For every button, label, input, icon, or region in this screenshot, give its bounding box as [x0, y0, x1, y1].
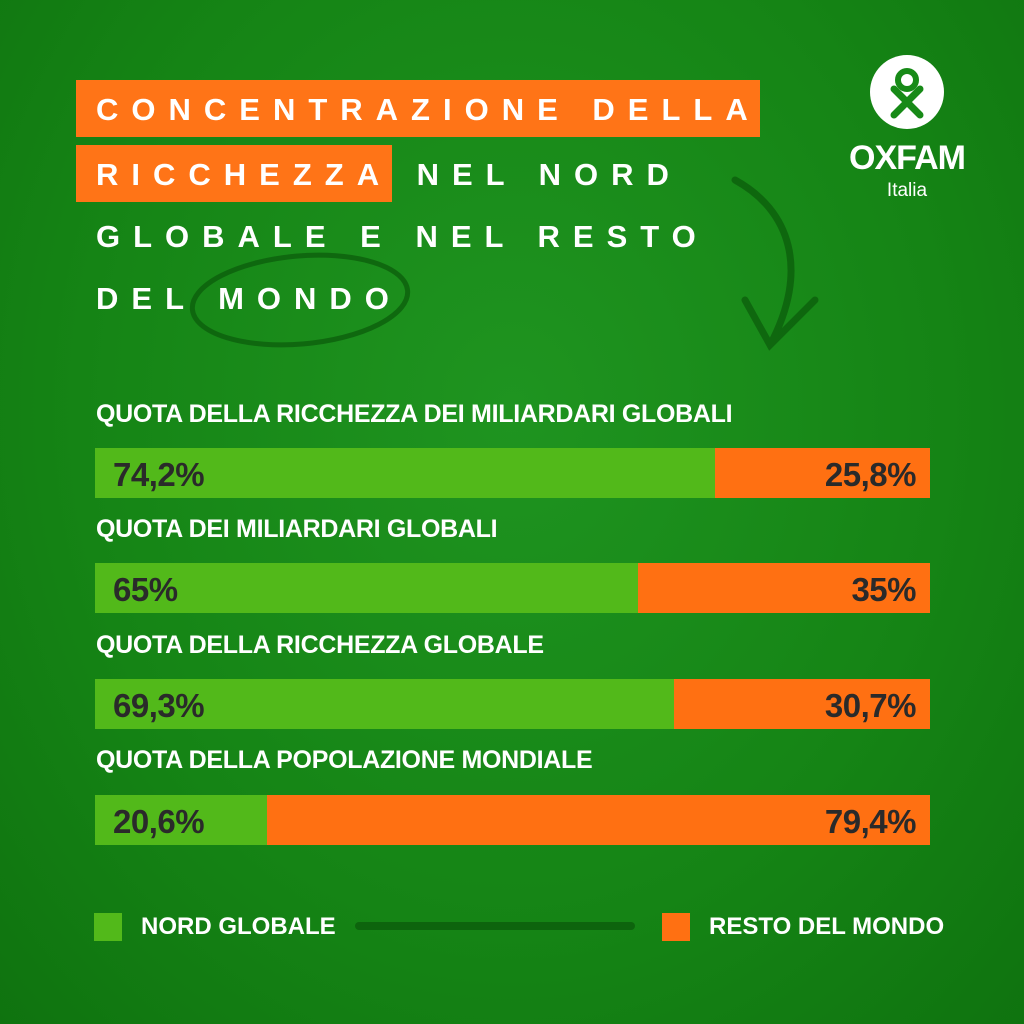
- bar-nord-globale: 69,3%: [95, 679, 674, 729]
- data-label-resto: 35%: [851, 571, 916, 608]
- bar-nord-globale: 65%: [95, 563, 638, 613]
- scribble-line: [355, 922, 635, 930]
- data-label-nord: 74,2%: [113, 456, 205, 493]
- category-label: QUOTA DELLA POPOLAZIONE MONDIALE: [96, 746, 593, 774]
- bar-nord-globale: 20,6%: [95, 795, 267, 845]
- title-highlight-2: [76, 145, 392, 202]
- data-label-resto: 30,7%: [824, 687, 917, 724]
- data-label-resto: 79,4%: [824, 803, 917, 840]
- data-label-nord: 69,3%: [113, 687, 205, 724]
- bar-resto-del-mondo: 30,7%: [673, 679, 930, 729]
- category-label: QUOTA DEI MILIARDARI GLOBALI: [96, 515, 498, 543]
- data-label-nord: 65%: [113, 571, 178, 608]
- legend-swatch-resto: [662, 913, 690, 941]
- data-label-resto: 25,8%: [824, 456, 917, 493]
- legend-swatch-nord: [94, 913, 122, 941]
- logo-subtitle: Italia: [886, 180, 928, 201]
- title-highlight-word: RICCHEZZA: [96, 157, 391, 192]
- title-line-2: RICCHEZZA NEL NORD: [96, 159, 682, 190]
- bar-resto-del-mondo: 79,4%: [267, 795, 930, 845]
- bar-row: 69,3% 30,7%: [95, 679, 930, 729]
- title-text: DEL: [96, 281, 197, 316]
- title-line-4: DEL MONDO: [96, 283, 402, 314]
- bar-nord-globale: 74,2%: [95, 448, 715, 498]
- legend-label-resto: RESTO DEL MONDO: [709, 913, 945, 940]
- title-circled-word: MONDO: [218, 281, 402, 316]
- category-label: QUOTA DELLA RICCHEZZA DEI MILIARDARI GLO…: [96, 400, 733, 428]
- bar-row: 65% 35%: [95, 563, 930, 613]
- bar-row: 20,6% 79,4%: [95, 795, 930, 845]
- oxfam-logo: OXFAM Italia: [849, 55, 966, 202]
- circle-scribble: [189, 252, 411, 348]
- legend-label-nord: NORD GLOBALE: [141, 913, 336, 940]
- title-highlight-1: [76, 80, 760, 137]
- title-line-3: GLOBALE E NEL RESTO: [96, 219, 709, 254]
- bar-resto-del-mondo: 25,8%: [714, 448, 930, 498]
- bar-row: 74,2% 25,8%: [95, 448, 930, 498]
- logo-wordmark: OXFAM: [849, 139, 966, 177]
- bar-resto-del-mondo: 35%: [637, 563, 930, 613]
- title-line-1: CONCENTRAZIONE DELLA: [96, 92, 761, 127]
- category-label: QUOTA DELLA RICCHEZZA GLOBALE: [96, 631, 544, 659]
- title-text: NEL NORD: [416, 157, 682, 192]
- data-label-nord: 20,6%: [113, 803, 205, 840]
- arrow-icon: [731, 176, 819, 351]
- oxfam-logo-icon: [870, 55, 944, 129]
